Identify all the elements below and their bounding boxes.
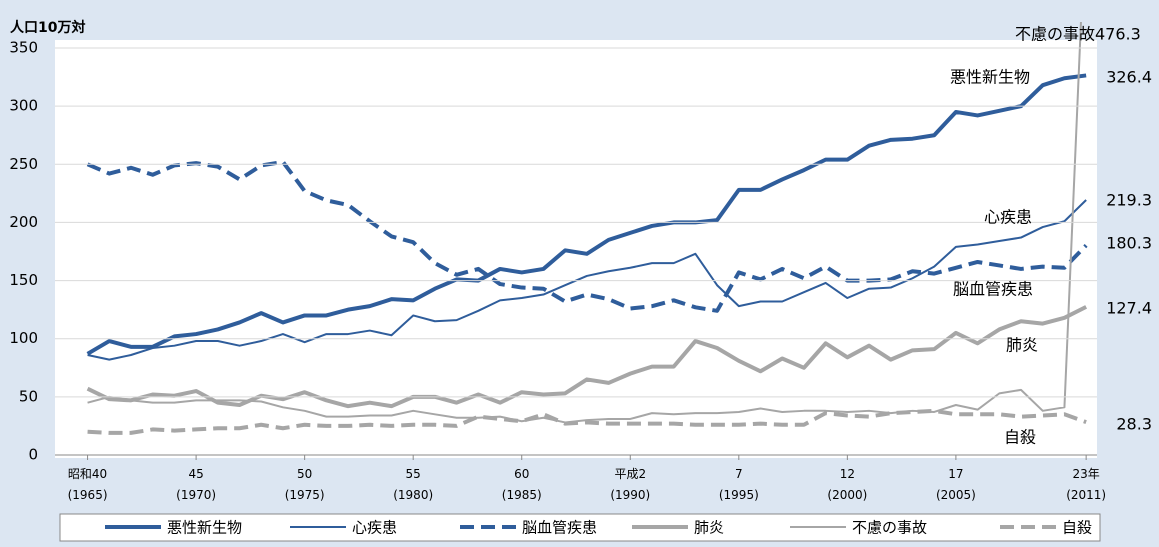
end-value-label: 180.3 [1106, 234, 1152, 253]
end-value-label: 28.3 [1116, 415, 1152, 434]
plot-area [55, 40, 1097, 458]
series-line [86, 159, 1088, 313]
y-tick-label: 300 [9, 97, 38, 115]
y-tick-label: 150 [9, 271, 38, 289]
x-tick-label: 平成2 (1990) [610, 467, 650, 502]
legend-label: 自殺 [1062, 519, 1092, 537]
end-value-label: 219.3 [1106, 191, 1152, 210]
x-tick-label: 7 (1995) [719, 467, 759, 502]
end-name-label: 不慮の事故 [1015, 25, 1095, 44]
x-tick-label: 12 (2000) [827, 467, 867, 502]
y-tick-label: 250 [9, 155, 38, 173]
x-tick-label: 50 (1975) [285, 467, 325, 502]
series-line [86, 73, 1087, 356]
series-line [87, 199, 1087, 361]
series-label: 脳血管疾患 [953, 280, 1033, 299]
end-value-label: 326.4 [1106, 68, 1152, 87]
x-tick-label: 60 (1985) [502, 467, 542, 502]
series-label: 肺炎 [1006, 336, 1038, 355]
y-tick-label: 100 [9, 329, 38, 347]
x-tick-label: 17 (2005) [936, 467, 976, 502]
end-value-label: 127.4 [1106, 299, 1152, 318]
x-tick-label: 55 (1980) [393, 467, 433, 502]
end-value-label: 476.3 [1095, 25, 1141, 44]
x-tick-label: 45 (1970) [176, 467, 216, 502]
series-line [87, 408, 1087, 435]
legend [59, 513, 1101, 542]
x-tick-label: 23年(2011) [1066, 467, 1106, 502]
y-tick-label: 200 [9, 213, 38, 231]
y-tick-label: 50 [19, 387, 38, 405]
x-tick-label: 昭和40 (1965) [68, 467, 108, 502]
legend-label: 脳血管疾患 [522, 519, 597, 537]
series-label: 心疾患 [984, 208, 1032, 227]
legend-label: 不慮の事故 [852, 519, 927, 537]
legend-label: 心疾患 [352, 519, 397, 537]
y-tick-label: 0 [28, 446, 38, 464]
legend-label: 悪性新生物 [167, 519, 242, 537]
series-label: 自殺 [1004, 428, 1036, 447]
y-axis-label: 人口10万対 [10, 19, 85, 36]
series-line [86, 305, 1088, 409]
y-tick-label: 350 [9, 39, 38, 57]
series-label: 悪性新生物 [950, 68, 1030, 87]
legend-label: 肺炎 [694, 519, 724, 537]
